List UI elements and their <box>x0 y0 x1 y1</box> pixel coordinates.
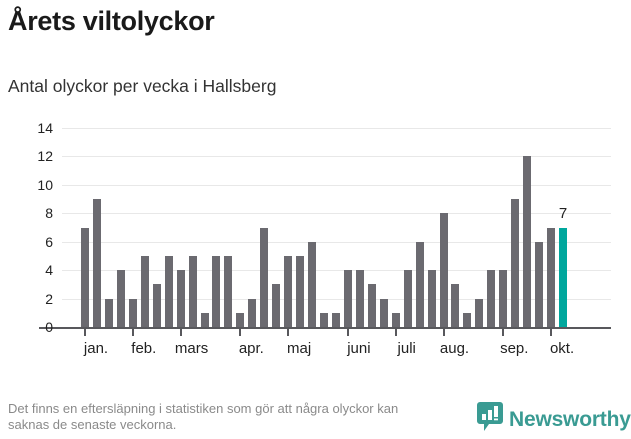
bar[interactable] <box>260 227 269 327</box>
bar[interactable] <box>320 312 328 327</box>
x-tick-mark <box>502 329 505 336</box>
gridline-2 <box>62 298 611 300</box>
x-tick-mark <box>346 329 349 336</box>
x-tick-mark <box>394 329 397 336</box>
bar[interactable] <box>379 298 388 327</box>
bar[interactable] <box>176 270 185 327</box>
page-title: Årets viltolyckor <box>8 6 215 36</box>
gridline-4 <box>62 270 611 272</box>
gridline-14 <box>62 128 611 129</box>
bar-chart-bubble-icon <box>477 402 503 437</box>
gridlines <box>0 118 631 338</box>
bar[interactable] <box>248 298 257 327</box>
bar[interactable] <box>367 284 376 327</box>
x-tick-label-okt: okt. <box>549 340 575 357</box>
bar[interactable] <box>535 241 544 327</box>
bar[interactable] <box>331 312 340 327</box>
footnote-text: Det finns en eftersläpning i statistiken… <box>8 401 399 432</box>
x-tick-mark <box>287 329 290 336</box>
bar[interactable] <box>523 156 532 327</box>
bar[interactable] <box>391 312 400 327</box>
x-axis: jan. feb. mars apr. maj juni juli aug. sep. okt. <box>0 329 631 366</box>
y-tick-label: 10 <box>37 176 53 193</box>
chart-subtitle: Antal olyckor per vecka i Hallsberg <box>8 76 277 96</box>
x-tick-label-sep: sep. <box>500 340 529 357</box>
bar[interactable] <box>499 270 508 327</box>
x-tick-mark <box>179 329 182 336</box>
bar[interactable] <box>116 270 125 327</box>
bar[interactable] <box>92 199 101 327</box>
y-tick-label: 4 <box>45 262 53 279</box>
x-tick-label-juni: juni <box>347 340 371 357</box>
y-tick-label: 8 <box>45 205 53 222</box>
bar[interactable] <box>403 270 412 327</box>
bar[interactable] <box>296 255 305 327</box>
gridline-6 <box>62 241 611 243</box>
bar[interactable] <box>188 255 197 327</box>
y-tick-label: 0 <box>45 319 53 335</box>
bar[interactable] <box>152 284 161 327</box>
bar[interactable] <box>439 213 448 327</box>
y-axis-tick-labels: 0 2 4 6 8 10 12 14 <box>0 118 631 338</box>
x-tick-mark <box>131 329 134 336</box>
x-tick-mark <box>442 329 445 336</box>
bar[interactable] <box>212 255 221 327</box>
x-tick-mark <box>84 329 86 336</box>
x-axis-line <box>39 327 611 329</box>
x-tick-label-juli: juli <box>397 340 416 357</box>
y-tick-label: 2 <box>45 290 53 307</box>
bar[interactable] <box>128 298 137 327</box>
bar[interactable] <box>308 241 317 327</box>
bar[interactable] <box>487 270 496 327</box>
x-tick-label-mars: mars <box>174 340 209 357</box>
bar[interactable] <box>463 312 472 327</box>
bar[interactable] <box>415 241 424 327</box>
bar[interactable] <box>164 255 173 327</box>
y-tick-label: 6 <box>45 233 53 250</box>
bar[interactable] <box>475 298 484 327</box>
bar[interactable] <box>236 312 245 327</box>
newsworthy-logo[interactable]: Newsworthy <box>477 402 631 437</box>
bar[interactable] <box>224 255 233 327</box>
y-tick-label: 14 <box>37 120 53 136</box>
bar[interactable] <box>511 199 520 327</box>
bar-series: 7 <box>0 118 631 338</box>
bar[interactable] <box>272 284 281 327</box>
bar[interactable] <box>427 270 436 327</box>
bar[interactable] <box>200 312 209 327</box>
gridline-10 <box>62 184 611 186</box>
bar[interactable] <box>343 270 352 327</box>
x-tick-label-apr: apr. <box>238 340 264 357</box>
plot-area: 0 2 4 6 8 10 12 14 7 <box>0 118 631 338</box>
bar-value-label: 7 <box>558 204 568 222</box>
bar[interactable] <box>451 284 460 327</box>
x-tick-mark <box>239 329 242 336</box>
y-tick-label: 12 <box>37 148 53 165</box>
bar[interactable] <box>547 227 556 327</box>
gridline-8 <box>62 213 611 215</box>
bar[interactable] <box>104 298 113 327</box>
gridline-12 <box>62 156 611 158</box>
bar-highlighted[interactable] <box>559 227 567 327</box>
x-tick-label-feb: feb. <box>131 340 157 357</box>
x-tick-label-maj: maj <box>287 340 312 357</box>
x-tick-label-aug: aug. <box>439 340 470 357</box>
logo-wordmark: Newsworthy <box>509 407 631 431</box>
x-tick-label-jan: jan. <box>83 340 109 357</box>
bar[interactable] <box>284 255 293 327</box>
footer: Det finns en eftersläpning i statistiken… <box>0 398 631 439</box>
x-tick-mark <box>550 329 553 336</box>
bar[interactable] <box>355 270 364 327</box>
bar[interactable] <box>81 227 89 327</box>
bar[interactable] <box>140 255 149 327</box>
